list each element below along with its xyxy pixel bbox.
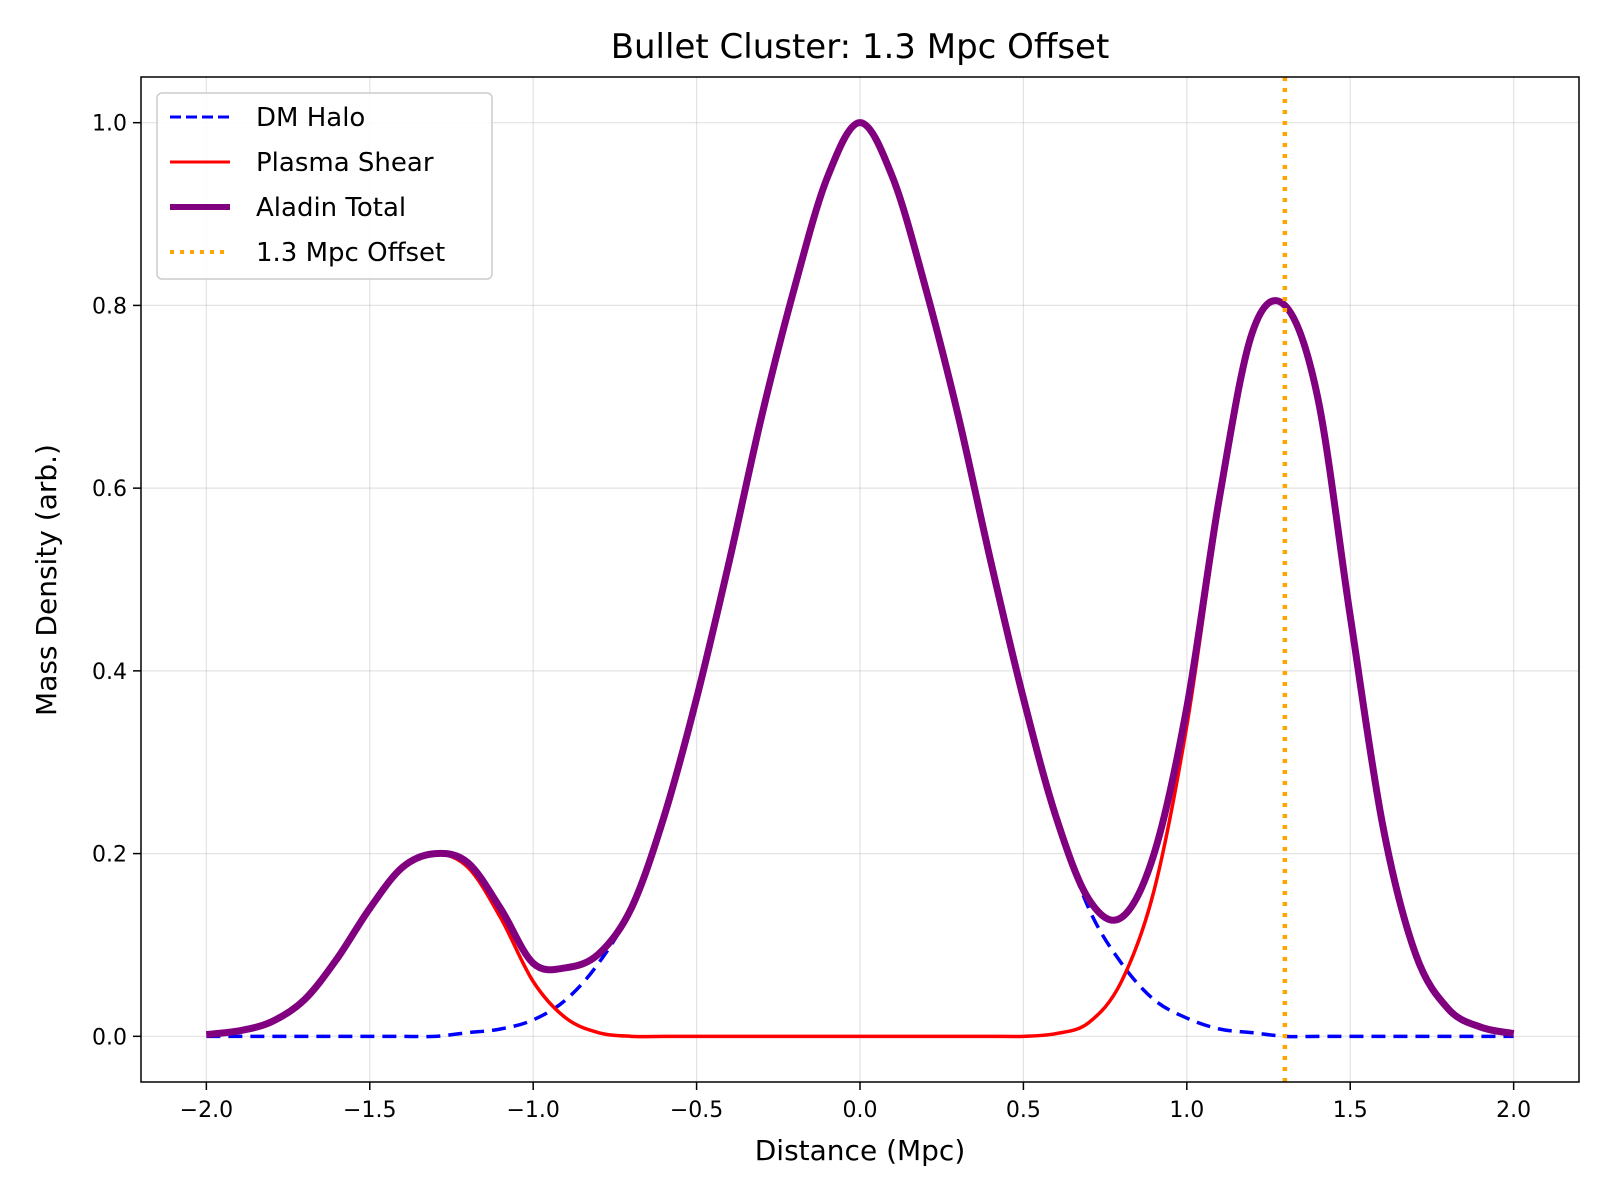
x-axis: −2.0 −1.5 −1.0 −0.5 0.0 0.5 1.0 1.5 2.0 (180, 1082, 1531, 1123)
x-tick-label: −1.5 (343, 1098, 396, 1123)
x-tick-label: 0.5 (1006, 1098, 1041, 1123)
y-axis-label: Mass Density (arb.) (30, 444, 63, 716)
legend-label-aladin-total: Aladin Total (256, 193, 406, 223)
x-tick-label: 2.0 (1496, 1098, 1531, 1123)
x-tick-label: 1.0 (1169, 1098, 1204, 1123)
x-tick-label: 0.0 (843, 1098, 878, 1123)
legend-label-dm-halo: DM Halo (256, 103, 365, 133)
legend-label-offset: 1.3 Mpc Offset (256, 238, 445, 268)
y-tick-label: 0.6 (92, 477, 127, 502)
chart-title: Bullet Cluster: 1.3 Mpc Offset (611, 27, 1110, 67)
x-tick-label: 1.5 (1333, 1098, 1368, 1123)
x-tick-label: −0.5 (670, 1098, 723, 1123)
y-tick-label: 0.0 (92, 1025, 127, 1050)
legend-label-plasma-shear: Plasma Shear (256, 148, 434, 178)
legend-box (156, 92, 493, 280)
plot-area (205, 77, 1515, 1082)
y-tick-label: 0.4 (92, 660, 127, 685)
series-layer (205, 77, 1515, 1082)
x-tick-label: −2.0 (180, 1098, 233, 1123)
legend: DM Halo Plasma Shear Aladin Total 1.3 Mp… (156, 92, 493, 280)
x-tick-label: −1.0 (506, 1098, 559, 1123)
y-tick-label: 0.8 (92, 294, 127, 319)
x-axis-label: Distance (Mpc) (755, 1134, 966, 1167)
y-axis: 0.0 0.2 0.4 0.6 0.8 1.0 (92, 112, 141, 1050)
y-tick-label: 1.0 (92, 112, 127, 137)
series-line-aladin-total (205, 119, 1515, 1038)
y-tick-label: 0.2 (92, 843, 127, 868)
